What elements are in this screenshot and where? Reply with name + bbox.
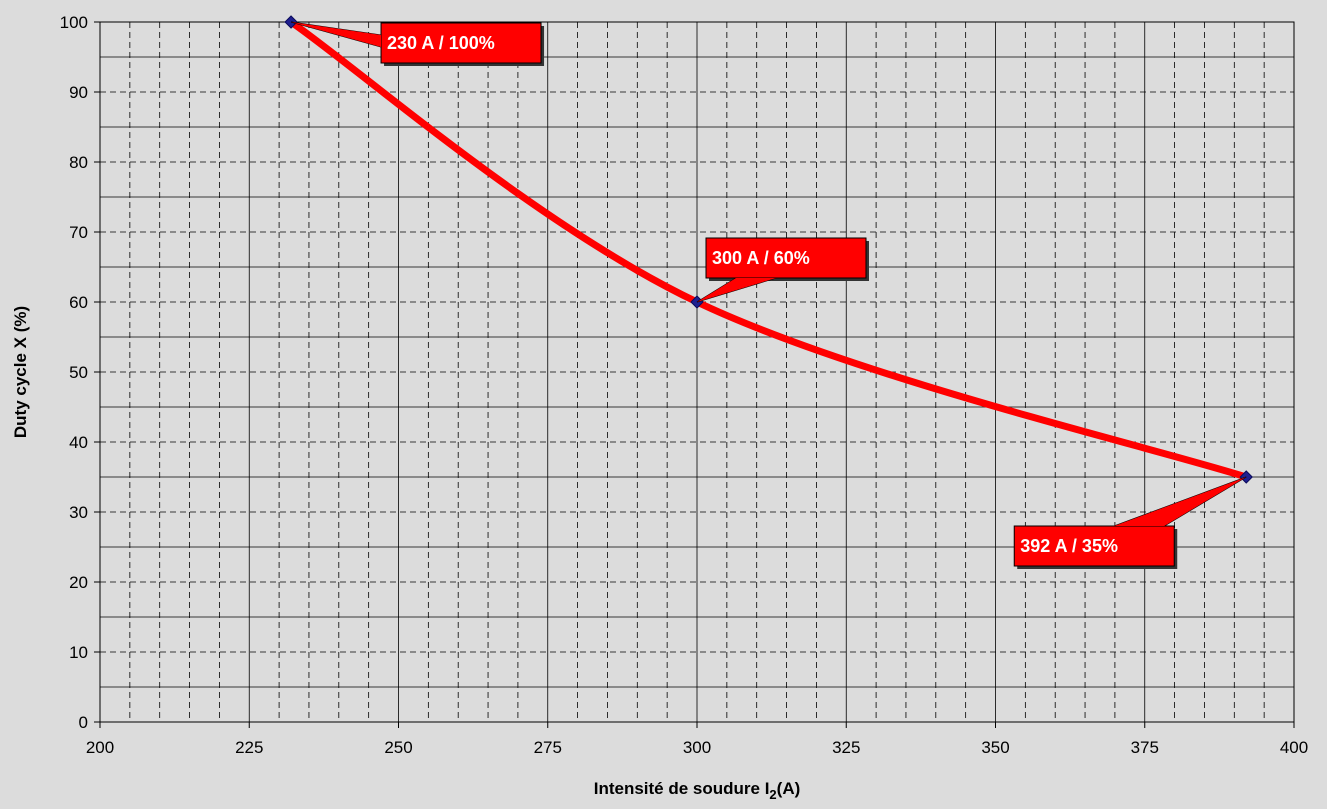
y-tick-label: 90 <box>69 83 88 102</box>
callout-label: 230 A / 100% <box>387 33 495 53</box>
x-tick-label: 225 <box>235 738 263 757</box>
x-tick-label: 375 <box>1131 738 1159 757</box>
y-axis-title: Duty cycle X (%) <box>11 306 30 438</box>
x-tick-label: 400 <box>1280 738 1308 757</box>
y-tick-label: 40 <box>69 433 88 452</box>
y-axis-tick-labels: 0 10 20 30 40 50 60 70 80 90 100 <box>60 13 88 732</box>
major-grid <box>100 22 1294 722</box>
callout-box <box>1013 525 1175 567</box>
x-axis-title-tail: (A) <box>777 779 801 798</box>
callout-pointer-fill <box>1114 477 1247 526</box>
x-tick-label: 350 <box>981 738 1009 757</box>
axis-ticks <box>94 21 1295 728</box>
x-tick-label: 300 <box>683 738 711 757</box>
y-tick-label: 0 <box>79 713 88 732</box>
callout-pointer-fill <box>697 278 776 302</box>
x-axis-title: Intensité de soudure I2(A) <box>594 779 801 802</box>
y-tick-label: 30 <box>69 503 88 522</box>
callouts: 230 A / 100% 300 A / 60% 392 A / 35% <box>290 21 1247 569</box>
x-tick-label: 275 <box>534 738 562 757</box>
callout-label: 300 A / 60% <box>712 248 810 268</box>
y-tick-label: 80 <box>69 153 88 172</box>
y-tick-label: 60 <box>69 293 88 312</box>
callout: 392 A / 35% <box>1013 476 1247 569</box>
y-tick-label: 70 <box>69 223 88 242</box>
x-axis-tick-labels: 200 225 250 275 300 325 350 375 400 <box>86 738 1308 757</box>
callout: 230 A / 100% <box>290 21 545 66</box>
y-tick-label: 50 <box>69 363 88 382</box>
x-tick-label: 200 <box>86 738 114 757</box>
x-axis-title-subscript: 2 <box>769 787 776 802</box>
x-tick-label: 250 <box>384 738 412 757</box>
y-tick-label: 20 <box>69 573 88 592</box>
callout-label: 392 A / 35% <box>1020 536 1118 556</box>
y-tick-label: 10 <box>69 643 88 662</box>
callout: 300 A / 60% <box>696 237 869 303</box>
callout-pointer-fill <box>291 22 382 47</box>
x-tick-label: 325 <box>832 738 860 757</box>
callout-box <box>705 237 867 279</box>
y-tick-label: 100 <box>60 13 88 32</box>
